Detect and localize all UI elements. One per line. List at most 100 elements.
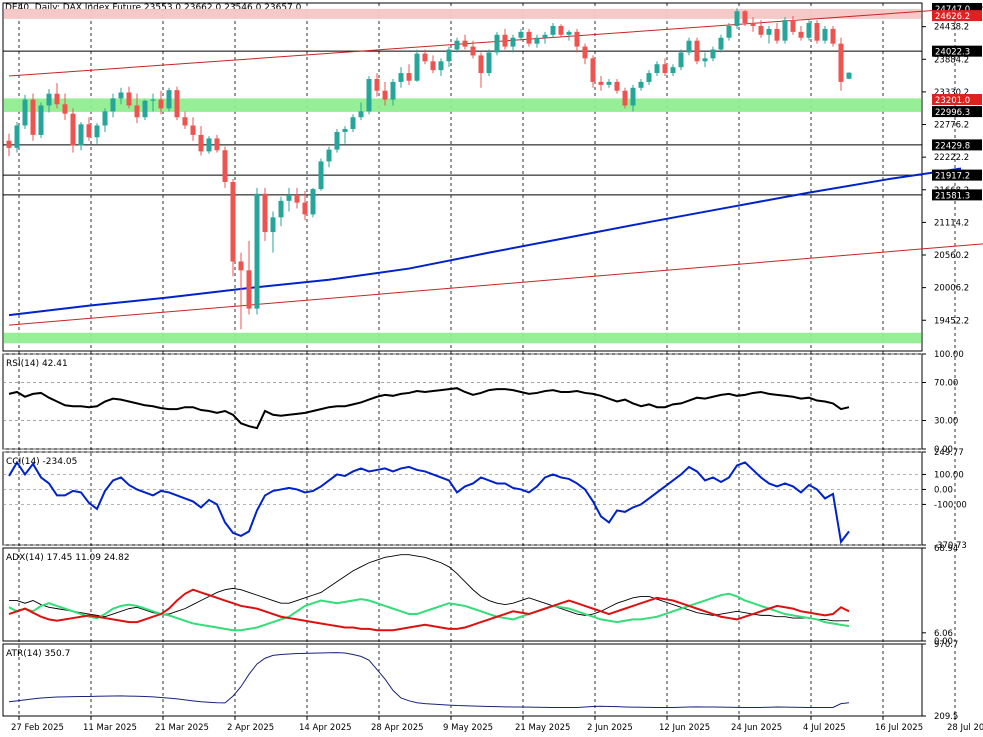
candle-body [78,124,84,146]
candle [294,187,300,209]
price-level-tag-label: 24022.3 [935,48,970,58]
x-axis-label: 24 Jun 2025 [731,723,782,733]
candle [270,211,276,253]
candle-body [158,99,164,109]
candle-body [774,28,780,41]
candle [142,99,148,121]
candle [286,187,292,212]
candle-body [166,90,172,109]
candle-body [110,98,116,112]
price-level-tag [932,139,982,151]
candle-body [30,99,36,135]
candle-body [382,90,388,100]
candle-body [126,92,132,106]
candle-body [62,104,68,114]
price-level-tag [932,189,982,201]
price-tick-label: 22776.2 [934,121,969,131]
candle [598,76,604,91]
candle-body [142,100,148,118]
candle [822,25,828,44]
candle-body [134,105,140,118]
indicator-tick-label: 100.00 [934,470,964,480]
candle [430,55,436,74]
candle-body [38,105,44,135]
candle-body [582,46,588,59]
x-axis-label: 11 Mar 2025 [83,723,137,733]
price-level-tag [932,106,982,118]
x-axis-label: 21 May 2025 [515,723,570,733]
candle-body [558,25,564,35]
candle-body [342,129,348,132]
price-level-tag-label: 22429.8 [935,141,970,151]
candle-body [14,125,20,148]
indicator-tick-label: 100.00 [934,350,964,360]
candle-body [270,217,276,233]
candle [54,83,60,109]
candle [94,123,100,144]
candle-body [662,64,668,74]
candle-body [470,46,476,56]
panel-frame-1 [2,353,923,450]
candle-body [302,202,308,215]
x-axis-label: 28 Jul 2025 [947,723,983,733]
candle-body [654,64,660,74]
candle [350,114,356,132]
candle [246,240,252,315]
candle-body [310,189,316,215]
candle [126,86,132,109]
candle-body [486,52,492,74]
candle [630,84,636,112]
price-tick-label: 24438.2 [934,23,969,33]
indicator-tick-label: 68.94 [934,544,958,554]
candle [470,40,476,59]
candle [230,179,236,277]
price-tick-label: 19452.2 [934,316,969,326]
candle [750,17,756,32]
candle [574,28,580,53]
candle-body [638,81,644,88]
candle-body [510,37,516,47]
candle-body [798,31,804,38]
candle-body [150,99,156,101]
candle-body [590,58,596,82]
candle-body [246,270,252,309]
x-axis-label: 16 Jul 2025 [875,723,923,733]
candle-body [406,73,412,81]
candle [358,102,364,121]
indicator-tick-label: -370.73 [934,541,967,551]
chart-header: DE40, Daily: DAX Index Future 23553.0 23… [5,3,302,13]
indicator-tick-label: 70.00 [934,379,958,389]
candle [134,93,140,124]
adx-title: ADX(14) 17.45 11.09 24.82 [6,553,130,563]
candle [414,49,420,82]
candle-body [286,194,292,201]
candle [710,46,716,62]
candle-body [334,131,340,150]
panel-frame-2 [2,451,923,546]
candle-body [94,125,100,138]
candle-body [782,20,788,41]
candle [110,93,116,118]
candle [766,25,772,44]
candle-body [710,49,716,59]
candle-body [278,200,284,218]
candle [838,37,844,91]
candle-body [566,31,572,35]
candle [6,133,12,157]
candle [166,87,172,112]
candle-body [174,90,180,118]
candle [718,34,724,53]
candle-body [118,92,124,99]
candle-body [742,11,748,24]
candle-body [254,193,260,309]
candle [782,17,788,44]
candle-body [86,124,92,138]
candle [510,34,516,53]
candle [726,23,732,41]
candle-body [454,40,460,50]
candle-body [398,73,404,82]
candle-body [366,78,372,112]
candle-body [390,81,396,100]
candle [558,24,564,38]
